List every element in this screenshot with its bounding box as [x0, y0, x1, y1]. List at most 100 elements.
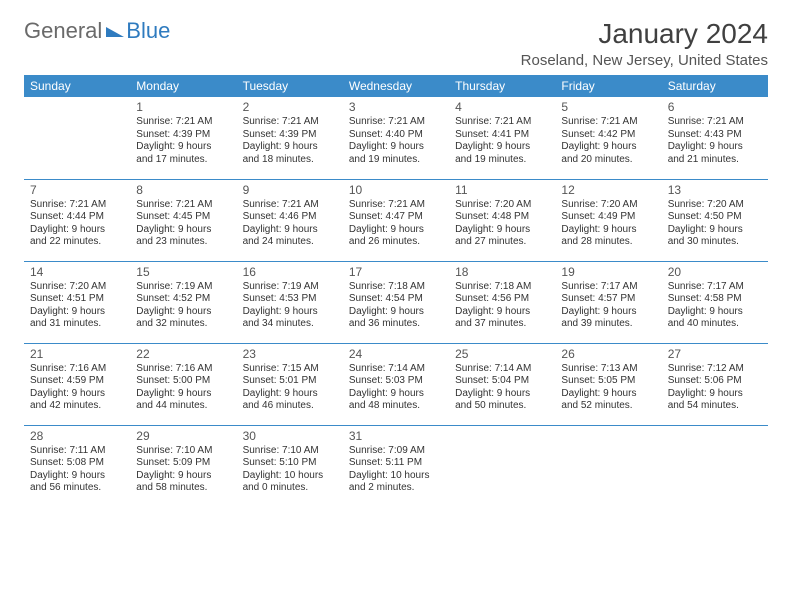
- calendar-cell: 5Sunrise: 7:21 AMSunset: 4:42 PMDaylight…: [555, 97, 661, 179]
- daylight-line: Daylight: 9 hours: [455, 224, 549, 237]
- daylight-line: Daylight: 9 hours: [136, 224, 230, 237]
- sunrise-line: Sunrise: 7:14 AM: [349, 363, 443, 376]
- day-number: 16: [243, 265, 337, 279]
- daylight-line: Daylight: 9 hours: [455, 141, 549, 154]
- day-number: 13: [668, 183, 762, 197]
- calendar-cell: 3Sunrise: 7:21 AMSunset: 4:40 PMDaylight…: [343, 97, 449, 179]
- daylight-line: Daylight: 9 hours: [561, 388, 655, 401]
- daylight-line: Daylight: 9 hours: [30, 306, 124, 319]
- daylight-line: Daylight: 9 hours: [561, 141, 655, 154]
- sunrise-line: Sunrise: 7:09 AM: [349, 445, 443, 458]
- daylight-line: Daylight: 9 hours: [30, 470, 124, 483]
- calendar-cell: 15Sunrise: 7:19 AMSunset: 4:52 PMDayligh…: [130, 261, 236, 343]
- day-number: 25: [455, 347, 549, 361]
- sunset-line: Sunset: 5:10 PM: [243, 457, 337, 470]
- daylight-line: and 48 minutes.: [349, 400, 443, 413]
- daylight-line: and 28 minutes.: [561, 236, 655, 249]
- day-header-row: Sunday Monday Tuesday Wednesday Thursday…: [24, 75, 768, 97]
- sunset-line: Sunset: 5:00 PM: [136, 375, 230, 388]
- day-number: 3: [349, 100, 443, 114]
- calendar-cell: 30Sunrise: 7:10 AMSunset: 5:10 PMDayligh…: [237, 425, 343, 507]
- day-number: 14: [30, 265, 124, 279]
- sunset-line: Sunset: 4:39 PM: [136, 129, 230, 142]
- daylight-line: and 56 minutes.: [30, 482, 124, 495]
- calendar-cell: 4Sunrise: 7:21 AMSunset: 4:41 PMDaylight…: [449, 97, 555, 179]
- sunset-line: Sunset: 4:47 PM: [349, 211, 443, 224]
- calendar-cell: 2Sunrise: 7:21 AMSunset: 4:39 PMDaylight…: [237, 97, 343, 179]
- daylight-line: Daylight: 9 hours: [30, 388, 124, 401]
- daylight-line: Daylight: 9 hours: [668, 388, 762, 401]
- daylight-line: and 26 minutes.: [349, 236, 443, 249]
- daylight-line: Daylight: 9 hours: [136, 306, 230, 319]
- day-number: 18: [455, 265, 549, 279]
- sunrise-line: Sunrise: 7:12 AM: [668, 363, 762, 376]
- daylight-line: Daylight: 9 hours: [349, 388, 443, 401]
- sunrise-line: Sunrise: 7:19 AM: [136, 281, 230, 294]
- calendar-week-row: 7Sunrise: 7:21 AMSunset: 4:44 PMDaylight…: [24, 179, 768, 261]
- sunset-line: Sunset: 4:44 PM: [30, 211, 124, 224]
- location-subtitle: Roseland, New Jersey, United States: [521, 52, 768, 69]
- sunset-line: Sunset: 4:49 PM: [561, 211, 655, 224]
- daylight-line: and 21 minutes.: [668, 154, 762, 167]
- day-number: 24: [349, 347, 443, 361]
- daylight-line: and 18 minutes.: [243, 154, 337, 167]
- title-block: January 2024 Roseland, New Jersey, Unite…: [521, 18, 768, 69]
- calendar-cell: 23Sunrise: 7:15 AMSunset: 5:01 PMDayligh…: [237, 343, 343, 425]
- logo: General Blue: [24, 18, 170, 44]
- sunset-line: Sunset: 5:09 PM: [136, 457, 230, 470]
- daylight-line: and 52 minutes.: [561, 400, 655, 413]
- daylight-line: Daylight: 9 hours: [349, 306, 443, 319]
- calendar-cell: 27Sunrise: 7:12 AMSunset: 5:06 PMDayligh…: [662, 343, 768, 425]
- calendar-cell: 17Sunrise: 7:18 AMSunset: 4:54 PMDayligh…: [343, 261, 449, 343]
- daylight-line: and 54 minutes.: [668, 400, 762, 413]
- sunrise-line: Sunrise: 7:10 AM: [136, 445, 230, 458]
- sunset-line: Sunset: 5:03 PM: [349, 375, 443, 388]
- calendar-cell: 21Sunrise: 7:16 AMSunset: 4:59 PMDayligh…: [24, 343, 130, 425]
- calendar-cell: 7Sunrise: 7:21 AMSunset: 4:44 PMDaylight…: [24, 179, 130, 261]
- daylight-line: Daylight: 9 hours: [668, 141, 762, 154]
- daylight-line: and 46 minutes.: [243, 400, 337, 413]
- daylight-line: Daylight: 9 hours: [136, 388, 230, 401]
- daylight-line: and 50 minutes.: [455, 400, 549, 413]
- day-number: 7: [30, 183, 124, 197]
- daylight-line: and 42 minutes.: [30, 400, 124, 413]
- header: General Blue January 2024 Roseland, New …: [24, 18, 768, 69]
- logo-text-part2: Blue: [126, 18, 170, 44]
- sunrise-line: Sunrise: 7:21 AM: [136, 199, 230, 212]
- day-header: Monday: [130, 75, 236, 97]
- sunset-line: Sunset: 5:04 PM: [455, 375, 549, 388]
- sunset-line: Sunset: 4:43 PM: [668, 129, 762, 142]
- sunset-line: Sunset: 5:05 PM: [561, 375, 655, 388]
- daylight-line: and 30 minutes.: [668, 236, 762, 249]
- sunrise-line: Sunrise: 7:13 AM: [561, 363, 655, 376]
- daylight-line: Daylight: 9 hours: [349, 141, 443, 154]
- day-number: 9: [243, 183, 337, 197]
- calendar-cell: 29Sunrise: 7:10 AMSunset: 5:09 PMDayligh…: [130, 425, 236, 507]
- calendar-week-row: 1 Sunrise: 7:21 AM Sunset: 4:39 PM Daylight…: [24, 97, 768, 179]
- sunrise-line: Sunrise: 7:20 AM: [455, 199, 549, 212]
- calendar-cell: 31Sunrise: 7:09 AMSunset: 5:11 PMDayligh…: [343, 425, 449, 507]
- calendar-cell: 28Sunrise: 7:11 AMSunset: 5:08 PMDayligh…: [24, 425, 130, 507]
- sunset-line: Sunset: 5:11 PM: [349, 457, 443, 470]
- daylight-line: and 58 minutes.: [136, 482, 230, 495]
- day-number: 1: [136, 100, 230, 114]
- day-number: 6: [668, 100, 762, 114]
- sunrise-line: Sunrise: 7:21 AM: [243, 116, 337, 129]
- daylight-line: and 24 minutes.: [243, 236, 337, 249]
- calendar-cell: [24, 97, 130, 179]
- sunrise-line: Sunrise: 7:21 AM: [455, 116, 549, 129]
- daylight-line: and 36 minutes.: [349, 318, 443, 331]
- daylight-line: Daylight: 9 hours: [30, 224, 124, 237]
- daylight-line: Daylight: 9 hours: [243, 306, 337, 319]
- sunrise-line: Sunrise: 7:15 AM: [243, 363, 337, 376]
- day-number: 4: [455, 100, 549, 114]
- daylight-line: Daylight: 9 hours: [243, 224, 337, 237]
- sunset-line: Sunset: 4:58 PM: [668, 293, 762, 306]
- sunrise-line: Sunrise: 7:16 AM: [30, 363, 124, 376]
- sunset-line: Sunset: 4:51 PM: [30, 293, 124, 306]
- sunrise-line: Sunrise: 7:18 AM: [349, 281, 443, 294]
- logo-triangle-icon: [106, 27, 124, 37]
- sunrise-line: Sunrise: 7:17 AM: [561, 281, 655, 294]
- sunset-line: Sunset: 4:56 PM: [455, 293, 549, 306]
- sunset-line: Sunset: 4:48 PM: [455, 211, 549, 224]
